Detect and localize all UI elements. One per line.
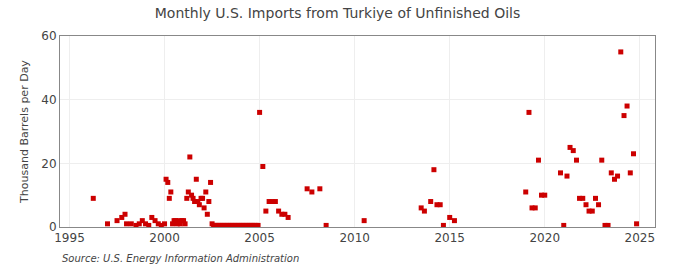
svg-text:1995: 1995 [54, 231, 85, 245]
svg-text:40: 40 [41, 93, 56, 107]
svg-text:2005: 2005 [244, 231, 275, 245]
svg-text:Monthly U.S. Imports from Turk: Monthly U.S. Imports from Turkiye of Unf… [155, 5, 520, 21]
svg-text:2015: 2015 [434, 231, 465, 245]
svg-text:2010: 2010 [339, 231, 370, 245]
svg-text:0: 0 [49, 220, 57, 234]
svg-text:20: 20 [41, 157, 56, 171]
svg-text:2020: 2020 [529, 231, 560, 245]
svg-text:2025: 2025 [625, 231, 656, 245]
svg-text:60: 60 [41, 29, 56, 43]
svg-text:Thousand Barrels per Day: Thousand Barrels per Day [18, 60, 31, 204]
svg-text:2000: 2000 [149, 231, 180, 245]
svg-text:Source: U.S. Energy Informatio: Source: U.S. Energy Information Administ… [62, 253, 299, 264]
